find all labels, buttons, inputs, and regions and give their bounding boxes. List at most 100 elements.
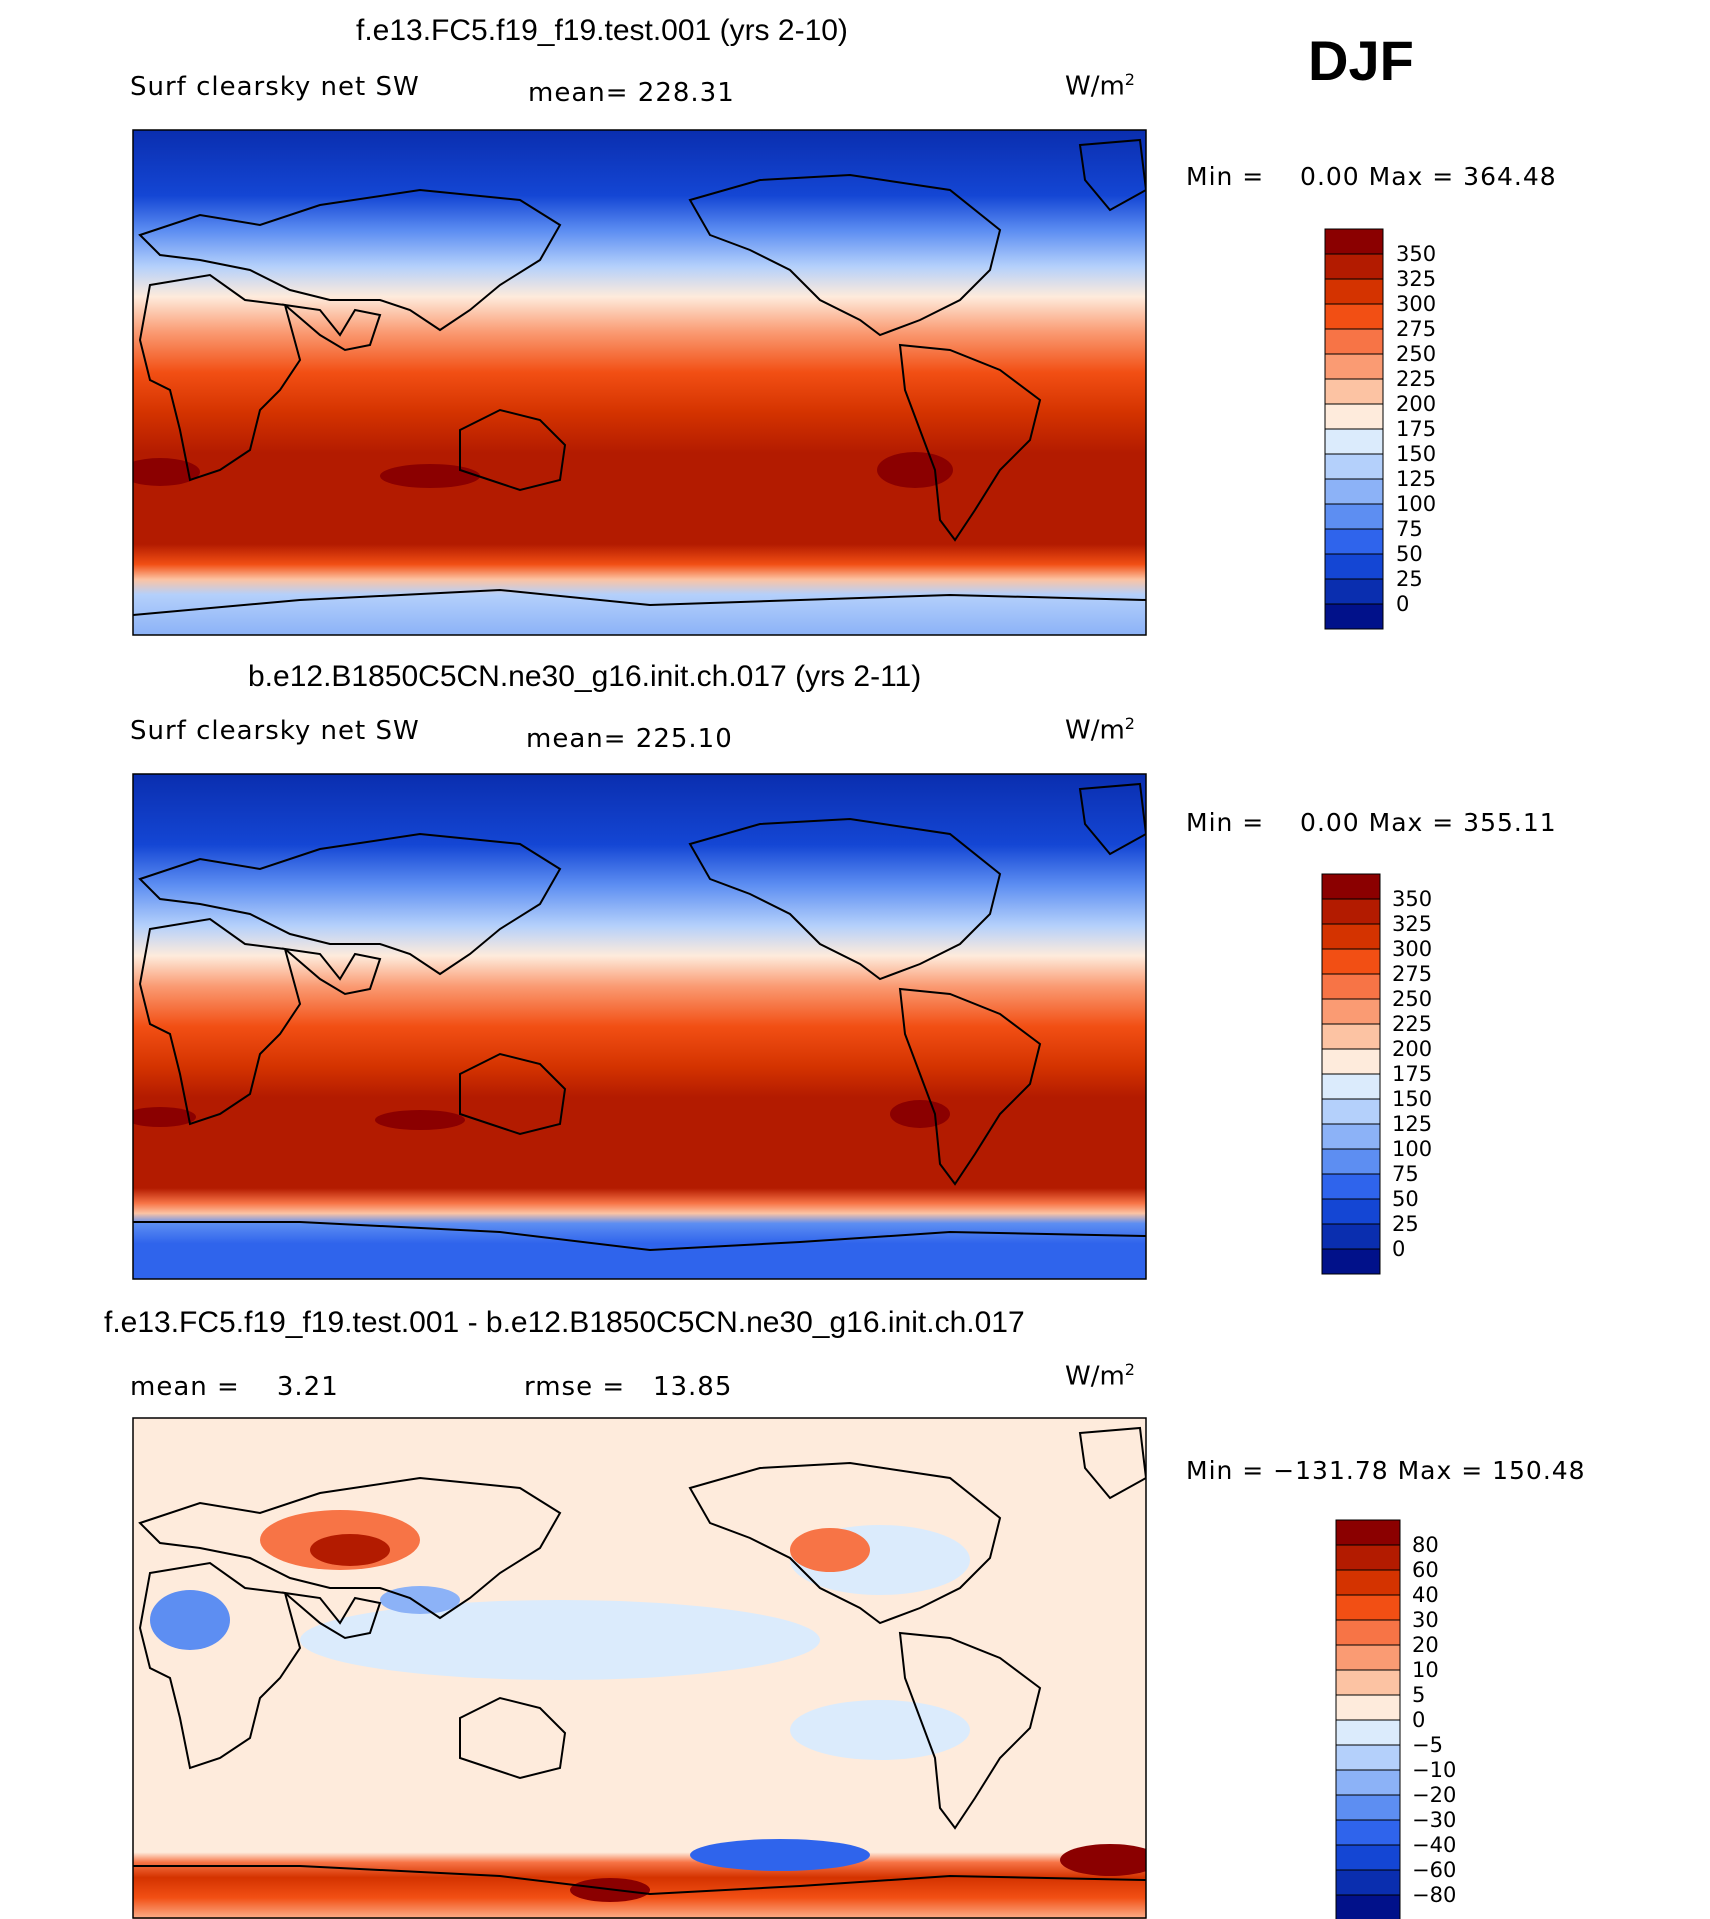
colorbar-tick-label: 275 [1396,317,1436,341]
colorbar-tick-label: 275 [1392,962,1432,986]
colorbar-swatch [1321,898,1381,925]
max-patch [375,1110,465,1130]
colorbar-swatch [1324,228,1384,255]
colorbar-swatch [1335,1769,1401,1796]
season-label: DJF [1308,29,1414,92]
colorbar-tick-label: 225 [1392,1012,1432,1036]
colorbar-tick-label: 0 [1392,1237,1405,1261]
colorbar-swatch [1321,998,1381,1025]
colorbar-tick-label: 200 [1396,392,1436,416]
panel2-map [133,774,1146,1279]
negative-patch [150,1590,230,1650]
colorbar-tick-label: 5 [1412,1683,1425,1707]
panel2-title: b.e12.B1850C5CN.ne30_g16.init.ch.017 (yr… [248,660,922,693]
panel3-map [133,1418,1146,1919]
panel2-mean: mean= 225.10 [526,724,733,754]
colorbar-tick-label: 200 [1392,1037,1432,1061]
panel1-mean: mean= 228.31 [528,78,735,108]
colorbar-tick-label: 100 [1396,492,1436,516]
panel3-rmse: rmse = 13.85 [524,1372,733,1402]
colorbar-swatch [1324,603,1384,630]
colorbar-tick-label: 300 [1392,937,1432,961]
colorbar-tick-label: 325 [1396,267,1436,291]
panel3-title: f.e13.FC5.f19_f19.test.001 - b.e12.B1850… [104,1306,1025,1339]
colorbar-swatch [1321,1073,1381,1100]
colorbar-tick-label: −5 [1412,1733,1443,1757]
colorbar-swatch [1335,1544,1401,1571]
colorbar-swatch [1335,1894,1401,1919]
colorbar-tick-label: −20 [1412,1783,1456,1807]
colorbar-tick-label: 75 [1396,517,1423,541]
colorbar-swatch [1324,328,1384,355]
positive-patch [310,1534,390,1566]
colorbar-swatch [1324,478,1384,505]
colorbar-tick-label: 250 [1392,987,1432,1011]
colorbar-tick-label: 25 [1392,1212,1419,1236]
colorbar-swatch [1335,1619,1401,1646]
colorbar-swatch [1335,1644,1401,1671]
colorbar-tick-label: 125 [1392,1112,1432,1136]
coastlines [133,138,1146,616]
colorbar-swatch [1324,278,1384,305]
panel3-mean: mean = 3.21 [130,1372,339,1402]
panel2-minmax: Min = 0.00 Max = 355.11 [1186,808,1557,837]
colorbar-tick-label: 150 [1396,442,1436,466]
colorbar-swatch [1324,553,1384,580]
colorbar-tick-label: 20 [1412,1633,1439,1657]
colorbar-swatch [1321,948,1381,975]
colorbar-tick-label: −80 [1412,1883,1456,1907]
colorbar-swatch [1321,923,1381,950]
negative-patch [690,1839,870,1871]
colorbar-tick-label: 300 [1396,292,1436,316]
colorbar-swatch [1321,1098,1381,1125]
max-patch [380,464,480,488]
colorbar-swatch [1321,1173,1381,1200]
colorbar-tick-label: 30 [1412,1608,1439,1632]
colorbar-tick-label: 25 [1396,567,1423,591]
colorbar-swatch [1324,403,1384,430]
negative-patch [300,1600,820,1680]
colorbar-tick-label: 10 [1412,1658,1439,1682]
panel3-minmax: Min = −131.78 Max = 150.48 [1186,1456,1586,1485]
colorbar-swatch [1321,1198,1381,1225]
positive-patch [1060,1844,1146,1876]
panel1-title: f.e13.FC5.f19_f19.test.001 (yrs 2-10) [356,14,848,47]
colorbar-swatch [1321,1023,1381,1050]
colorbar-swatch [1321,973,1381,1000]
panel2-variable: Surf clearsky net SW [130,716,420,746]
colorbar-swatch [1321,1223,1381,1250]
colorbar-tick-label: 40 [1412,1583,1439,1607]
colorbar-tick-label: 350 [1396,242,1436,266]
colorbar-tick-label: 125 [1396,467,1436,491]
colorbar-swatch [1321,1148,1381,1175]
colorbar-tick-label: 350 [1392,887,1432,911]
colorbar-swatch [1335,1519,1401,1546]
colorbar-swatch [1335,1594,1401,1621]
colorbar-tick-label: 80 [1412,1533,1439,1557]
panel2-frame [132,773,1147,1280]
colorbar-swatch [1324,303,1384,330]
max-patch [133,458,200,486]
colorbar-swatch [1335,1569,1401,1596]
coastlines [133,782,1146,1252]
panel1-frame [132,129,1147,636]
colorbar-swatch [1335,1819,1401,1846]
colorbar-tick-label: −10 [1412,1758,1456,1782]
colorbar-tick-label: 75 [1392,1162,1419,1186]
colorbar-swatch [1324,378,1384,405]
colorbar-tick-label: 50 [1392,1187,1419,1211]
colorbar-tick-label: 60 [1412,1558,1439,1582]
max-patch [133,1107,196,1127]
colorbar-swatch [1321,1123,1381,1150]
colorbar-tick-label: 175 [1392,1062,1432,1086]
panel3-units: W/m2 [1065,1360,1135,1392]
colorbar-tick-label: 325 [1392,912,1432,936]
coastlines [133,1426,1146,1896]
colorbar-swatch [1335,1869,1401,1896]
negative-patch [380,1586,460,1614]
max-patch [877,452,953,488]
colorbar-swatch [1335,1844,1401,1871]
